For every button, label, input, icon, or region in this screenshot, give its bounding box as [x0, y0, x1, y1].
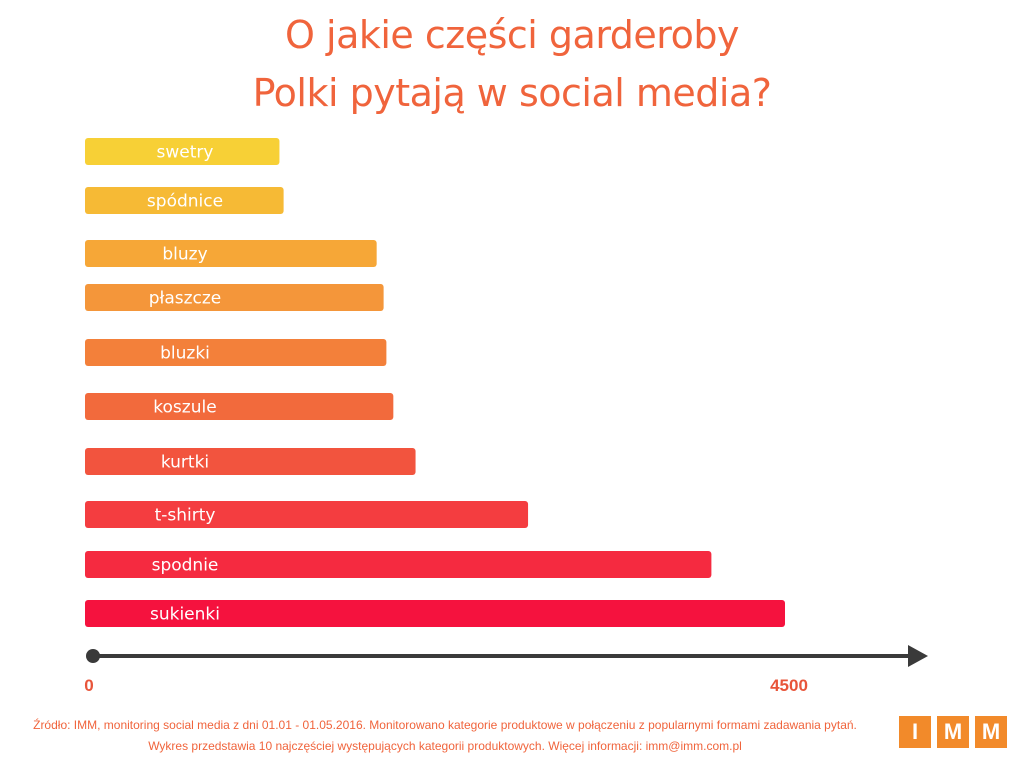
chart-title-line1: O jakie części garderoby	[285, 13, 739, 57]
bar-label-spodnie: spodnie	[152, 556, 219, 576]
bar-label-koszule: koszule	[153, 398, 216, 418]
chart-title-line2: Polki pytają w social media?	[252, 71, 772, 115]
bar-spódnice	[85, 187, 284, 214]
bar-label-sukienki: sukienki	[150, 605, 220, 625]
bars-group: swetry spódnice bluzy płaszcze bluzki koszule…	[85, 138, 785, 627]
chart-title: O jakie części garderoby Polki pytają w …	[0, 6, 1024, 122]
bar-kurtki	[85, 448, 416, 475]
bar-label-płaszcze: płaszcze	[149, 289, 222, 309]
bar-sukienki	[85, 600, 785, 627]
bar-płaszcze	[85, 284, 384, 311]
imm-logo: I M M	[899, 716, 1007, 748]
bar-swetry	[85, 138, 280, 165]
bar-label-spódnice: spódnice	[147, 192, 223, 212]
bar-label-bluzki: bluzki	[160, 344, 210, 364]
bar-koszule	[85, 393, 394, 420]
bar-bluzy	[85, 240, 377, 267]
bar-label-kurtki: kurtki	[161, 453, 209, 473]
bar-label-swetry: swetry	[157, 143, 214, 163]
source-note-line1: Źródło: IMM, monitoring social media z d…	[33, 718, 857, 732]
logo-letter-i: I	[899, 716, 931, 748]
x-axis: 0 4500	[84, 645, 928, 695]
bar-label-bluzy: bluzy	[162, 245, 207, 265]
source-note-line2: Wykres przedstawia 10 najczęściej występ…	[148, 739, 742, 753]
logo-letter-m1: M	[937, 716, 969, 748]
x-tick-label: 4500	[770, 676, 808, 695]
bar-spodnie	[85, 551, 712, 578]
x-axis-arrow-icon	[908, 645, 928, 667]
x-axis-origin-dot	[86, 649, 100, 663]
bar-label-t-shirty: t-shirty	[155, 506, 216, 526]
bar-t-shirty	[85, 501, 529, 528]
x-tick-label: 0	[84, 676, 93, 695]
source-note: Źródło: IMM, monitoring social media z d…	[0, 715, 890, 757]
logo-letter-m2: M	[975, 716, 1007, 748]
bar-bluzki	[85, 339, 387, 366]
